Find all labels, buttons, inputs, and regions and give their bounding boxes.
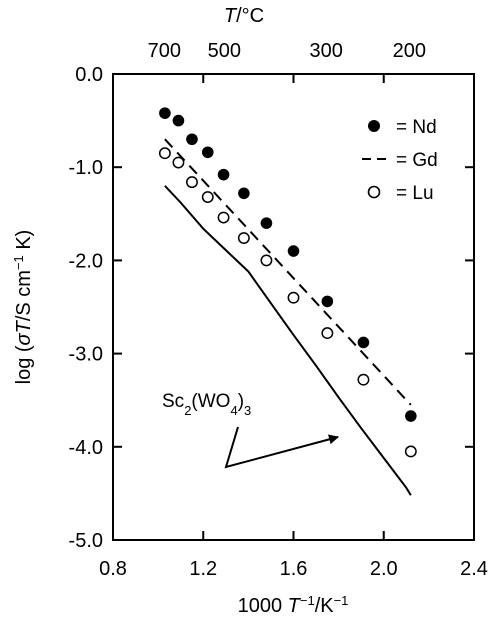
- nd-point-7: [287, 245, 300, 257]
- x-tick-label-1: 1.2: [189, 558, 217, 580]
- legend-lu-label: = Lu: [396, 183, 434, 204]
- legend: = Nd = Gd = Lu: [362, 117, 438, 204]
- y-tick-label-5: -5.0: [69, 530, 103, 552]
- sc2wo43-solid-line: [164, 185, 412, 496]
- y-tick-label-0: 0.0: [75, 64, 103, 86]
- top-axis-title: T/°C: [224, 5, 264, 27]
- plot-frame: [112, 73, 475, 541]
- lu-point-9: [357, 373, 370, 386]
- nd-point-5: [238, 187, 250, 200]
- x-axis-pre: 1000: [238, 595, 288, 617]
- sc2wo43-annotation: Sc2(WO4)3: [162, 391, 339, 469]
- lu-point-1: [172, 156, 185, 169]
- y-axis-title: log (σT/S cm−1 K): [11, 230, 36, 385]
- x-axis-sup2: −1: [334, 593, 349, 608]
- data-series: [158, 107, 417, 496]
- top-tick-label-1: 500: [208, 40, 241, 62]
- nd-point-3: [201, 146, 214, 159]
- nd-point-2: [186, 133, 198, 146]
- lu-point-7: [287, 291, 300, 304]
- annotation-mid: (WO: [191, 391, 230, 412]
- y-axis-sigma: σ: [13, 332, 35, 345]
- y-axis-post: /S cm: [13, 270, 35, 321]
- x-tick-label-4: 2.4: [460, 558, 488, 580]
- annotation-sub2: 4: [230, 403, 237, 418]
- top-axis-unit: /°C: [236, 5, 264, 27]
- nd-point-6: [260, 217, 273, 229]
- annotation-pointer: [224, 426, 339, 469]
- legend-nd-label: = Nd: [396, 117, 437, 138]
- top-tick-label-0: 700: [148, 40, 181, 62]
- lu-point-10: [404, 445, 417, 458]
- y-axis-var: T: [13, 319, 35, 333]
- top-tick-label-3: 200: [393, 40, 426, 62]
- y-axis-post2: K): [13, 230, 35, 256]
- nd-point-1: [172, 114, 185, 127]
- x-tick-label-0: 0.8: [99, 558, 127, 580]
- annotation-pre: Sc: [162, 391, 184, 412]
- annotation-post: ): [238, 391, 244, 412]
- y-tick-label-1: -1.0: [69, 157, 103, 179]
- lu-point-8: [321, 327, 334, 340]
- legend-gd-label: = Gd: [396, 150, 438, 171]
- nd-point-4: [217, 168, 230, 181]
- x-tick-label-3: 2.0: [370, 558, 398, 580]
- annotation-label: Sc2(WO4)3: [162, 391, 251, 418]
- annotation-sub1: 2: [184, 403, 191, 418]
- nd-point-8: [321, 295, 334, 308]
- top-tick-label-2: 300: [309, 40, 342, 62]
- legend-nd-marker: [368, 120, 380, 132]
- axis-ticks: 0.8 1.2 1.6 2.0 2.4 0.0 -1.0 -2.0 -3.0 -4.0 -5.0 70…: [69, 40, 488, 580]
- gd-dashed-line: [164, 138, 412, 406]
- y-tick-label-4: -4.0: [69, 437, 103, 459]
- y-tick-label-2: -2.0: [69, 250, 103, 272]
- lu-point-5: [237, 232, 250, 244]
- nd-point-9: [357, 336, 370, 349]
- x-axis-title: 1000 T−1/K−1: [238, 593, 349, 618]
- plot-area-border: [112, 73, 475, 541]
- x-tick-label-2: 1.6: [280, 558, 308, 580]
- top-axis-var: T: [224, 5, 238, 27]
- lu-point-3: [201, 191, 214, 203]
- annotation-sub3: 3: [244, 403, 251, 418]
- lu-point-4: [217, 211, 230, 224]
- lu-point-2: [186, 176, 198, 189]
- x-axis-post: /K: [315, 595, 335, 617]
- lu-point-0: [158, 147, 171, 160]
- y-axis-pre: log (: [13, 345, 35, 384]
- x-axis-var: T: [288, 595, 302, 617]
- nd-point-0: [159, 107, 171, 119]
- x-axis-sup: −1: [300, 593, 315, 608]
- y-axis-sup: −1: [11, 255, 26, 270]
- lu-point-6: [260, 254, 273, 267]
- nd-point-10: [405, 410, 417, 422]
- y-tick-label-3: -3.0: [69, 344, 103, 366]
- legend-lu-marker: [367, 185, 381, 199]
